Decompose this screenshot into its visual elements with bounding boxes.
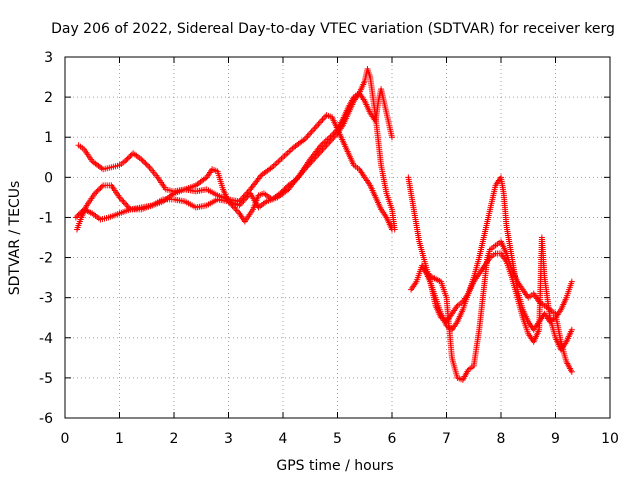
- data-point: [96, 186, 103, 193]
- x-tick-label: 3: [224, 431, 233, 447]
- data-point: [142, 160, 149, 167]
- data-point: [141, 158, 148, 165]
- data-point: [72, 214, 79, 221]
- x-tick-label: 2: [170, 431, 179, 447]
- data-point: [389, 226, 395, 233]
- y-tick-label: 2: [44, 90, 53, 106]
- y-tick-label: -2: [39, 251, 53, 267]
- data-point: [78, 209, 85, 216]
- data-point: [126, 154, 133, 161]
- data-marks: [72, 66, 575, 383]
- data-point: [568, 326, 575, 333]
- data-point: [233, 207, 240, 214]
- y-axis-label: SDTVAR / TECUs: [7, 181, 23, 296]
- data-point: [91, 190, 98, 197]
- data-point: [124, 203, 131, 210]
- data-point: [314, 122, 321, 129]
- series-track-6: [421, 234, 575, 353]
- x-tick-label: 6: [388, 431, 397, 447]
- y-tick-label: -4: [39, 331, 53, 347]
- data-point: [121, 158, 128, 165]
- data-point: [309, 127, 316, 134]
- axis-ticks: [64, 56, 611, 419]
- y-tick-label: 3: [44, 50, 53, 66]
- data-point: [75, 211, 82, 218]
- x-tick-label: 4: [279, 431, 288, 447]
- y-tick-label: -5: [39, 371, 53, 387]
- data-point: [76, 210, 83, 217]
- y-tick-label: 0: [44, 170, 53, 186]
- data-point: [127, 152, 134, 159]
- x-tick-labels: 0 1 2 3 4 5 6 7 8 9 10: [61, 431, 619, 447]
- data-point: [280, 154, 286, 161]
- x-tick-label: 0: [61, 431, 70, 447]
- data-point: [568, 278, 575, 285]
- data-point: [287, 147, 294, 154]
- data-point: [320, 145, 327, 152]
- x-tick-label: 7: [442, 431, 451, 447]
- data-point: [278, 155, 285, 162]
- series-track-3: [72, 86, 395, 223]
- y-tick-label: -1: [39, 210, 53, 226]
- data-point: [121, 200, 128, 207]
- data-point: [273, 160, 280, 167]
- data-point: [315, 121, 322, 128]
- y-tick-label: -6: [39, 411, 53, 427]
- data-point: [275, 158, 282, 165]
- chart-title: Day 206 of 2022, Sidereal Day-to-day VTE…: [51, 21, 615, 37]
- data-point: [281, 152, 288, 159]
- data-point: [284, 149, 291, 156]
- y-tick-label: -3: [39, 291, 53, 307]
- data-point: [276, 157, 283, 164]
- x-tick-label: 5: [333, 431, 342, 447]
- data-point: [316, 119, 323, 126]
- series-track-1: [73, 66, 398, 233]
- data-point: [94, 187, 101, 194]
- data-point: [389, 134, 395, 141]
- x-tick-label: 1: [115, 431, 124, 447]
- x-tick-label: 9: [551, 431, 560, 447]
- data-point: [307, 130, 314, 137]
- grid: [65, 57, 610, 418]
- data-point: [138, 156, 145, 163]
- data-point: [304, 133, 311, 140]
- data-point: [312, 124, 319, 131]
- data-point: [318, 118, 325, 125]
- data-point: [139, 157, 146, 164]
- x-tick-label: 10: [601, 431, 619, 447]
- y-tick-labels: -6 -5 -4 -3 -2 -1 0 1 2 3: [39, 50, 53, 427]
- data-point: [272, 161, 279, 168]
- data-point: [303, 134, 310, 141]
- data-point: [123, 201, 130, 208]
- data-point: [283, 151, 290, 158]
- data-point: [286, 148, 293, 155]
- data-point: [123, 156, 130, 163]
- data-point: [120, 198, 127, 205]
- data-point: [119, 197, 126, 204]
- data-point: [93, 189, 100, 196]
- x-tick-label: 8: [497, 431, 506, 447]
- data-point: [305, 131, 312, 138]
- y-tick-label: 1: [44, 130, 53, 146]
- data-point: [311, 125, 318, 132]
- data-point: [308, 128, 315, 135]
- data-point: [145, 162, 152, 169]
- series-track-4: [408, 238, 575, 383]
- data-point: [98, 183, 105, 190]
- data-point: [143, 161, 150, 168]
- data-point: [568, 368, 575, 375]
- data-point: [74, 213, 81, 220]
- data-point: [97, 185, 104, 192]
- data-point: [319, 116, 326, 123]
- x-axis-label: GPS time / hours: [276, 458, 393, 474]
- data-point: [124, 155, 131, 162]
